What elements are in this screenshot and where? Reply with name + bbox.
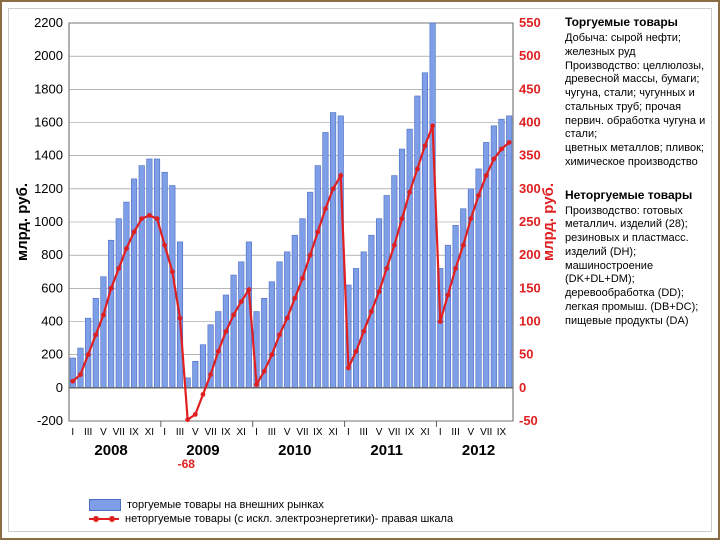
svg-text:200: 200 xyxy=(519,247,541,262)
svg-text:III: III xyxy=(84,427,92,438)
svg-text:XI: XI xyxy=(237,427,246,438)
side-text: Торгуемые товары Добыча: сырой нефти; же… xyxy=(561,9,711,531)
svg-text:I: I xyxy=(255,427,258,438)
svg-text:IX: IX xyxy=(221,427,231,438)
svg-text:млрд. руб.: млрд. руб. xyxy=(14,183,31,261)
svg-text:V: V xyxy=(376,427,383,438)
legend-swatch-line xyxy=(89,518,119,520)
legend-label-bars: торгуемые товары на внешних рынках xyxy=(127,499,324,511)
svg-text:800: 800 xyxy=(41,247,63,262)
svg-text:VII: VII xyxy=(296,427,308,438)
svg-text:млрд. руб.: млрд. руб. xyxy=(540,183,557,261)
side-block-nontraded: Неторгуемые товары Производство: готовых… xyxy=(565,188,707,329)
svg-text:IX: IX xyxy=(129,427,139,438)
svg-text:50: 50 xyxy=(519,347,533,362)
chart-area: -200020040060080010001200140016001800200… xyxy=(9,9,561,531)
svg-text:-200: -200 xyxy=(37,413,63,428)
svg-text:1000: 1000 xyxy=(34,214,63,229)
svg-text:600: 600 xyxy=(41,280,63,295)
side-block-traded: Торгуемые товары Добыча: сырой нефти; же… xyxy=(565,15,707,170)
svg-text:400: 400 xyxy=(41,314,63,329)
svg-text:XI: XI xyxy=(145,427,154,438)
svg-text:V: V xyxy=(192,427,199,438)
svg-text:XI: XI xyxy=(420,427,429,438)
svg-text:2012: 2012 xyxy=(462,442,495,459)
svg-text:IX: IX xyxy=(497,427,507,438)
legend: торгуемые товары на внешних рынках нетор… xyxy=(9,497,453,527)
svg-text:I: I xyxy=(439,427,442,438)
svg-text:1800: 1800 xyxy=(34,81,63,96)
svg-text:2008: 2008 xyxy=(94,442,127,459)
svg-text:100: 100 xyxy=(519,314,541,329)
svg-text:200: 200 xyxy=(41,347,63,362)
legend-item-bars: торгуемые товары на внешних рынках xyxy=(89,499,453,511)
svg-text:III: III xyxy=(451,427,459,438)
svg-text:2011: 2011 xyxy=(370,442,403,459)
svg-text:0: 0 xyxy=(519,380,526,395)
svg-text:XI: XI xyxy=(328,427,337,438)
svg-text:I: I xyxy=(163,427,166,438)
svg-text:VII: VII xyxy=(388,427,400,438)
svg-text:1400: 1400 xyxy=(34,148,63,163)
svg-text:0: 0 xyxy=(56,380,63,395)
svg-text:150: 150 xyxy=(519,280,541,295)
svg-text:400: 400 xyxy=(519,115,541,130)
svg-text:1200: 1200 xyxy=(34,181,63,196)
svg-text:VII: VII xyxy=(113,427,125,438)
legend-item-line: неторгуемые товары (с искл. электроэнерг… xyxy=(89,513,453,525)
svg-text:I: I xyxy=(71,427,74,438)
side-body-traded: Добыча: сырой нефти; железных рудПроизво… xyxy=(565,32,707,170)
svg-text:250: 250 xyxy=(519,214,541,229)
svg-text:-50: -50 xyxy=(519,413,538,428)
svg-text:2010: 2010 xyxy=(278,442,311,459)
side-title-nontraded: Неторгуемые товары xyxy=(565,188,707,203)
svg-text:IX: IX xyxy=(313,427,323,438)
side-title-traded: Торгуемые товары xyxy=(565,15,707,30)
svg-text:1600: 1600 xyxy=(34,115,63,130)
svg-text:450: 450 xyxy=(519,81,541,96)
svg-text:2200: 2200 xyxy=(34,15,63,30)
side-body-nontraded: Производство: готовых металлич. изделий … xyxy=(565,205,707,329)
svg-text:V: V xyxy=(284,427,291,438)
svg-text:VII: VII xyxy=(480,427,492,438)
svg-text:I: I xyxy=(347,427,350,438)
svg-text:350: 350 xyxy=(519,148,541,163)
svg-text:500: 500 xyxy=(519,48,541,63)
svg-text:2000: 2000 xyxy=(34,48,63,63)
svg-text:300: 300 xyxy=(519,181,541,196)
svg-text:V: V xyxy=(100,427,107,438)
annotation-min: -68 xyxy=(178,457,195,471)
svg-text:VII: VII xyxy=(205,427,217,438)
legend-swatch-bar xyxy=(89,499,121,511)
svg-text:550: 550 xyxy=(519,15,541,30)
svg-text:V: V xyxy=(468,427,475,438)
svg-text:IX: IX xyxy=(405,427,415,438)
legend-label-line: неторгуемые товары (с искл. электроэнерг… xyxy=(125,513,453,525)
svg-text:III: III xyxy=(268,427,276,438)
svg-text:III: III xyxy=(176,427,184,438)
svg-text:III: III xyxy=(360,427,368,438)
